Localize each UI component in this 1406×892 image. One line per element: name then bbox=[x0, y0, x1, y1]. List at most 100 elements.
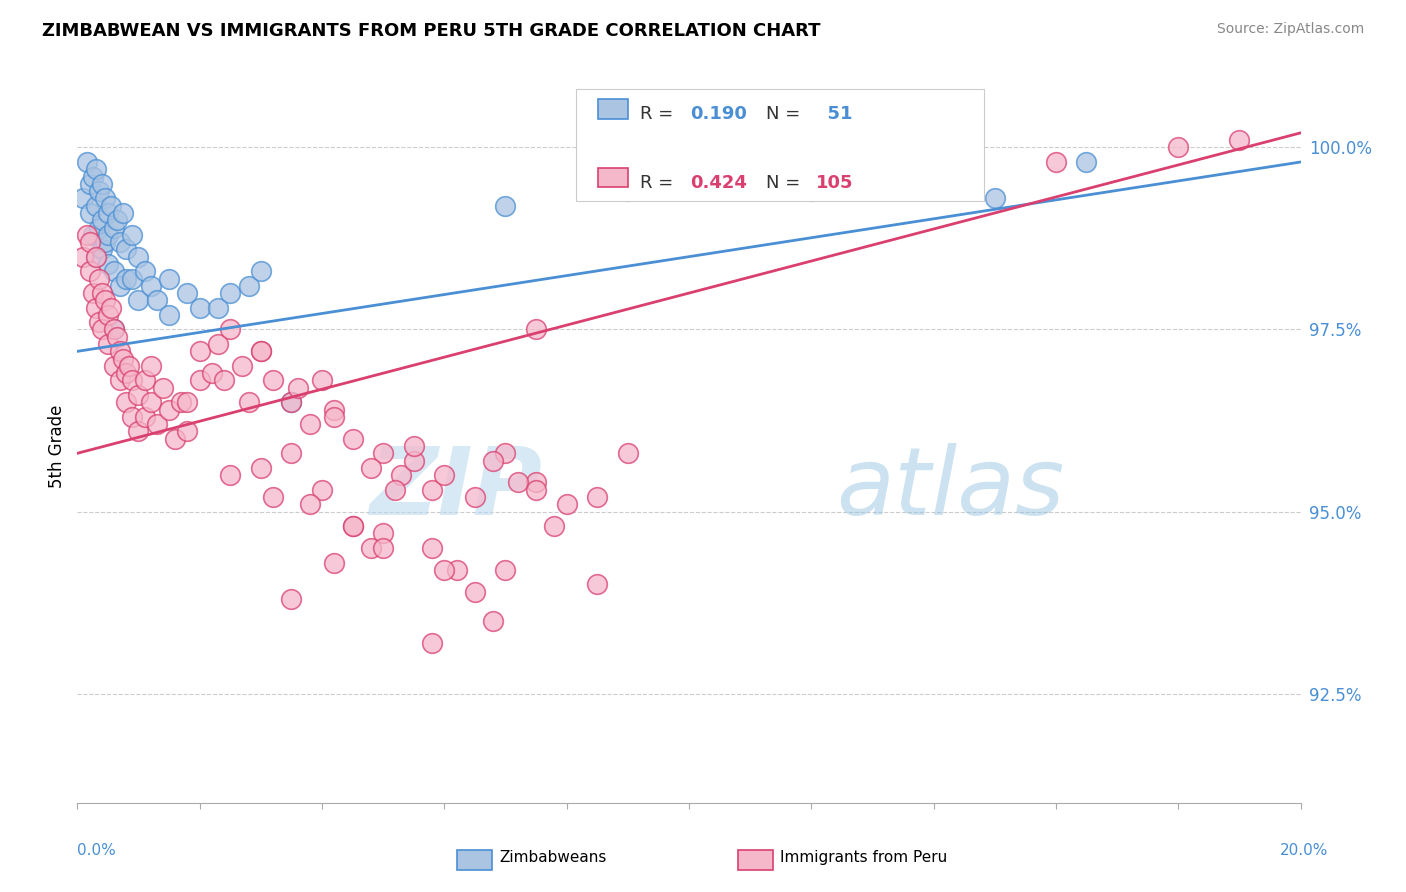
Point bbox=[524, 483, 547, 497]
Point bbox=[420, 483, 443, 497]
Point bbox=[1229, 133, 1251, 147]
Point bbox=[371, 541, 394, 555]
Point bbox=[420, 635, 443, 649]
Point bbox=[433, 468, 456, 483]
Point bbox=[311, 483, 333, 497]
Point bbox=[103, 359, 125, 373]
Point bbox=[82, 286, 104, 301]
Point bbox=[134, 409, 156, 424]
Point bbox=[84, 162, 107, 177]
Point bbox=[103, 322, 125, 336]
Point bbox=[371, 446, 394, 460]
Point bbox=[219, 286, 242, 301]
Point bbox=[157, 308, 180, 322]
Point bbox=[250, 344, 273, 359]
Point bbox=[157, 402, 180, 417]
Point bbox=[72, 250, 94, 264]
Point bbox=[219, 468, 242, 483]
Text: N =: N = bbox=[766, 105, 806, 123]
Point bbox=[176, 286, 198, 301]
Point bbox=[84, 301, 107, 315]
Point bbox=[280, 591, 302, 606]
Point bbox=[238, 278, 260, 293]
Point bbox=[250, 264, 273, 278]
Point bbox=[543, 519, 565, 533]
Point bbox=[170, 395, 193, 409]
Point bbox=[90, 213, 112, 227]
Point bbox=[152, 381, 174, 395]
Point bbox=[323, 556, 346, 570]
Point bbox=[90, 322, 112, 336]
Text: Zimbabweans: Zimbabweans bbox=[499, 850, 606, 865]
Point bbox=[84, 250, 107, 264]
Point bbox=[391, 468, 413, 483]
Point bbox=[298, 417, 321, 432]
Point bbox=[87, 220, 110, 235]
Point bbox=[1045, 155, 1067, 169]
Point bbox=[495, 446, 517, 460]
Point bbox=[72, 191, 94, 205]
Point bbox=[97, 308, 120, 322]
Text: atlas: atlas bbox=[835, 443, 1064, 534]
Text: R =: R = bbox=[640, 105, 679, 123]
Y-axis label: 5th Grade: 5th Grade bbox=[48, 404, 66, 488]
Point bbox=[524, 475, 547, 490]
Point bbox=[127, 388, 149, 402]
Point bbox=[139, 278, 162, 293]
Point bbox=[262, 490, 284, 504]
Point bbox=[1076, 155, 1098, 169]
Point bbox=[100, 199, 122, 213]
Point bbox=[90, 243, 112, 257]
Point bbox=[464, 584, 486, 599]
Point bbox=[464, 490, 486, 504]
Point bbox=[112, 206, 135, 220]
Point bbox=[360, 541, 382, 555]
Point bbox=[115, 271, 138, 285]
Point bbox=[157, 271, 180, 285]
Point bbox=[94, 293, 117, 308]
Point bbox=[100, 301, 122, 315]
Text: 0.0%: 0.0% bbox=[77, 843, 117, 858]
Point bbox=[384, 483, 406, 497]
Point bbox=[90, 177, 112, 191]
Point bbox=[250, 460, 273, 475]
Point bbox=[94, 235, 117, 249]
Point bbox=[371, 526, 394, 541]
Point bbox=[108, 374, 131, 388]
Text: Immigrants from Peru: Immigrants from Peru bbox=[780, 850, 948, 865]
Point bbox=[103, 264, 125, 278]
Point bbox=[134, 264, 156, 278]
Text: N =: N = bbox=[766, 174, 806, 192]
Text: R =: R = bbox=[640, 174, 679, 192]
Point bbox=[433, 563, 456, 577]
Point bbox=[121, 227, 143, 242]
Point bbox=[586, 490, 609, 504]
Point bbox=[134, 374, 156, 388]
Point bbox=[420, 541, 443, 555]
Point bbox=[97, 337, 120, 351]
Point bbox=[79, 264, 101, 278]
Point bbox=[76, 227, 98, 242]
Point bbox=[146, 417, 169, 432]
Point bbox=[108, 344, 131, 359]
Point bbox=[90, 286, 112, 301]
Point bbox=[495, 199, 517, 213]
Point bbox=[84, 199, 107, 213]
Point bbox=[97, 227, 120, 242]
Point bbox=[238, 395, 260, 409]
Point bbox=[127, 250, 149, 264]
Point bbox=[108, 278, 131, 293]
Point bbox=[555, 497, 578, 511]
Point bbox=[287, 381, 309, 395]
Point bbox=[922, 169, 945, 184]
Point bbox=[984, 191, 1007, 205]
Text: Source: ZipAtlas.com: Source: ZipAtlas.com bbox=[1216, 22, 1364, 37]
Point bbox=[207, 337, 229, 351]
Point bbox=[219, 322, 242, 336]
Point bbox=[188, 344, 211, 359]
Point bbox=[280, 395, 302, 409]
Point bbox=[188, 374, 211, 388]
Point bbox=[79, 235, 101, 249]
Point bbox=[311, 374, 333, 388]
Point bbox=[188, 301, 211, 315]
